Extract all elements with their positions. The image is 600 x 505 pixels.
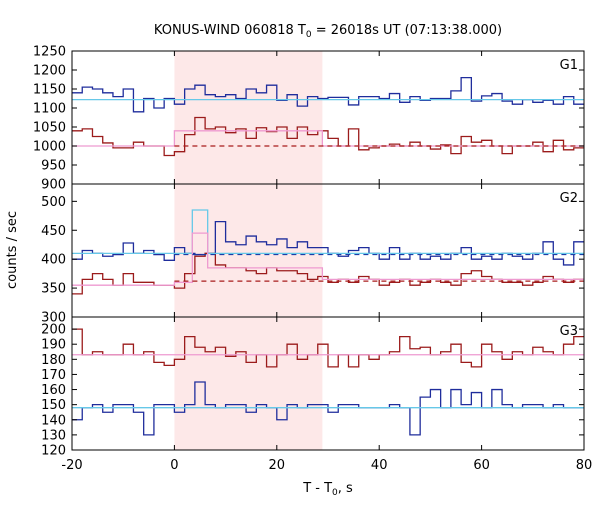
y-tick-label: 450 (41, 224, 66, 239)
y-tick-label: 400 (41, 253, 66, 268)
y-tick-label: 350 (41, 282, 66, 297)
x-tick-label: 40 (371, 458, 388, 473)
panel-frame (71, 50, 585, 185)
x-axis-label-main: T - T (302, 481, 332, 496)
panel-g1: 900 950 1000 1050 1100 1150 1200 1250 G1 (33, 45, 585, 193)
chart-title: KONUS-WIND 060818 T0 = 26018s UT (07:13:… (154, 23, 502, 40)
y-tick-label: 140 (41, 413, 66, 428)
series-blue-g3 (72, 381, 584, 436)
panel-frame (71, 316, 585, 451)
y-tick-label: 1200 (33, 64, 66, 79)
y-tick-label: 190 (41, 338, 66, 353)
y-tick-label: 170 (41, 368, 66, 383)
y-tick-label: 160 (41, 383, 66, 398)
x-tick-label: 20 (269, 458, 286, 473)
panel-g2: 300 350 400 450 500 G2 (41, 183, 585, 326)
chart-title-sub: 0 (306, 30, 312, 40)
y-axis-label: counts / sec (5, 211, 20, 289)
series-blue-g2 (72, 220, 584, 266)
shaded-interval (174, 51, 323, 450)
y-tick-label: 1250 (33, 45, 66, 60)
panel-series (72, 209, 584, 295)
y-tick-label: 900 (41, 178, 66, 193)
y-tick-label: 300 (41, 311, 66, 326)
y-tick-label: 1000 (33, 140, 66, 155)
panel-label: G2 (560, 191, 578, 206)
chart-title-tail: = 26018s UT (07:13:38.000) (312, 23, 502, 38)
y-tick-label: 1150 (33, 83, 66, 98)
plot-layer: 900950100010501100115012001250G130035040… (33, 45, 592, 474)
chart-title-main: KONUS-WIND 060818 T (154, 23, 306, 38)
y-tick-label: 130 (41, 428, 66, 443)
panel-label: G3 (560, 324, 578, 339)
series-blue-g1 (72, 76, 584, 113)
x-tick-label: -20 (61, 458, 82, 473)
x-tick-label: 0 (170, 458, 178, 473)
x-axis-label-sub: 0 (332, 488, 338, 498)
y-tick-label: 1100 (33, 102, 66, 117)
series-cyan-fit-g2 (72, 209, 584, 255)
series-darkred-g2 (72, 252, 584, 295)
series-darkred-g1 (72, 116, 584, 157)
series-pink-fit-g2 (72, 232, 584, 286)
y-tick-label: 950 (41, 159, 66, 174)
y-tick-label: 1050 (33, 121, 66, 136)
panel-label: G1 (560, 58, 578, 73)
y-tick-label: 500 (41, 195, 66, 210)
y-tick-label: 120 (41, 444, 66, 459)
x-tick-label: 60 (473, 458, 490, 473)
y-tick-label: 150 (41, 398, 66, 413)
x-axis-label: T - T0, s (302, 481, 353, 498)
y-tick-label: 180 (41, 353, 66, 368)
panel-series (72, 76, 584, 157)
x-tick-label: 80 (576, 458, 593, 473)
series-darkred-g3 (72, 328, 584, 368)
x-axis-label-tail: , s (338, 481, 353, 496)
panel-series (72, 328, 584, 436)
y-tick-label: 200 (41, 323, 66, 338)
